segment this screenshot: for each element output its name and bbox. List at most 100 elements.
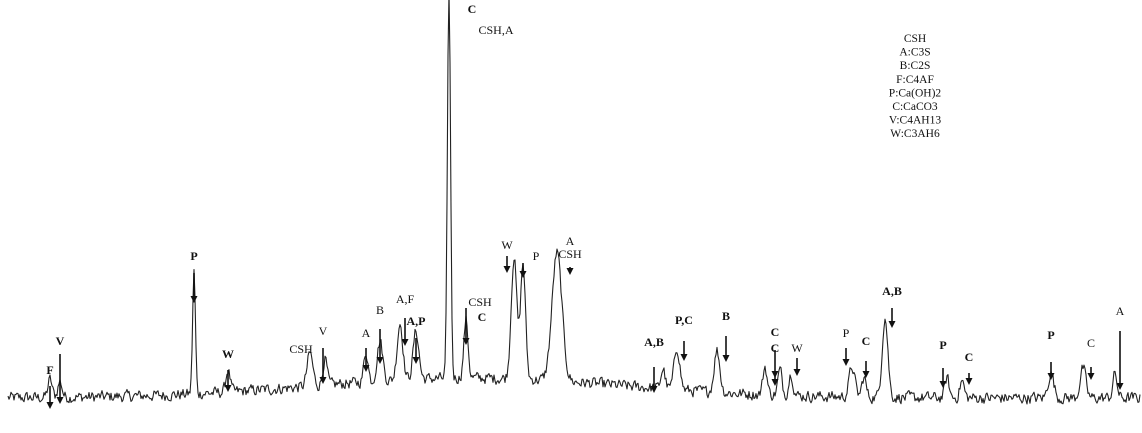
- peak-label: B: [722, 309, 730, 323]
- annotation-arrow-head: [1047, 373, 1055, 380]
- peak-annotation: C: [771, 341, 780, 386]
- peak-label: P: [533, 249, 540, 263]
- annotation-arrow-head: [862, 371, 870, 378]
- peak-annotation: P: [190, 249, 198, 303]
- peak-label: CSH,A: [478, 23, 513, 37]
- peak-annotation: P: [533, 249, 540, 263]
- peak-annotation: A,B: [644, 335, 664, 393]
- annotation-arrow-head: [566, 268, 574, 275]
- peak-label: A,F: [396, 292, 415, 306]
- legend-entry: V:C4AH13: [889, 115, 941, 127]
- peak-annotation: P,C: [675, 313, 693, 361]
- peak-annotation: V: [319, 324, 328, 384]
- legend-entry: CSH: [904, 33, 926, 45]
- peak-annotation: A,F: [396, 292, 415, 346]
- peak-annotation: [462, 308, 470, 345]
- annotation-arrow-head: [650, 386, 658, 393]
- peak-label: C: [965, 350, 974, 364]
- diffraction-trace: [7, 0, 1141, 405]
- peak-annotation: B: [722, 309, 730, 362]
- peak-annotation: C: [478, 310, 487, 324]
- peak-annotation: P: [1047, 328, 1055, 380]
- peak-label: V: [319, 324, 328, 338]
- legend-entry: F:C4AF: [896, 74, 934, 86]
- peak-annotation: A,P: [407, 314, 426, 364]
- peak-label: A: [362, 326, 371, 340]
- annotation-arrow-head: [793, 369, 801, 376]
- peak-label: A: [1116, 304, 1125, 318]
- peak-annotation: V: [56, 334, 65, 404]
- peak-annotation: P: [939, 338, 947, 388]
- peak-label: P: [190, 249, 197, 263]
- peak-annotation: W: [791, 341, 803, 376]
- peak-label: W: [791, 341, 803, 355]
- peak-label: V: [56, 334, 65, 348]
- annotation-arrow-head: [401, 339, 409, 346]
- annotation-arrow-head: [56, 397, 64, 404]
- annotation-arrow-head: [519, 271, 527, 278]
- legend-entry: P:Ca(OH)2: [889, 87, 942, 99]
- annotation-arrow-head: [46, 402, 54, 409]
- peak-label: P: [939, 338, 946, 352]
- legend-entry: B:C2S: [900, 60, 931, 72]
- annotation-arrow-head: [376, 357, 384, 364]
- annotation-arrow-head: [680, 354, 688, 361]
- peak-annotation: CSH,A: [478, 23, 513, 37]
- peak-label: CSH: [558, 247, 582, 261]
- peak-annotation: CSH: [558, 247, 582, 275]
- peak-label: F: [46, 363, 53, 377]
- annotation-arrow-head: [965, 378, 973, 385]
- peak-label: C: [862, 334, 871, 348]
- peak-annotation: CSH: [468, 295, 492, 309]
- peak-label: CSH: [289, 342, 313, 356]
- peak-label: C: [468, 2, 477, 16]
- annotation-arrow-head: [842, 359, 850, 366]
- annotation-arrow-head: [1116, 383, 1124, 390]
- peak-annotation: A: [362, 326, 371, 372]
- peak-label: A: [566, 234, 575, 248]
- annotation-arrow-head: [503, 266, 511, 273]
- peak-annotation: C: [862, 334, 871, 378]
- peak-annotation: [519, 263, 527, 278]
- peak-annotation: W: [501, 238, 513, 273]
- annotation-arrow-head: [722, 355, 730, 362]
- annotation-arrow-head: [362, 365, 370, 372]
- peak-label: P,C: [675, 313, 693, 327]
- annotation-arrow-head: [412, 357, 420, 364]
- peak-label: A,B: [644, 335, 664, 349]
- peak-annotation: C: [468, 2, 477, 16]
- legend-entry: A:C3S: [899, 47, 930, 59]
- legend-entry: W:C3AH6: [890, 128, 940, 140]
- annotation-arrow-head: [939, 381, 947, 388]
- legend-entry: C:CaCO3: [892, 101, 938, 113]
- peak-annotation: W: [222, 347, 234, 392]
- peak-annotation: CSH: [289, 342, 313, 356]
- annotation-arrow-head: [462, 338, 470, 345]
- peak-label: A,P: [407, 314, 426, 328]
- peak-annotation: A: [1116, 304, 1125, 390]
- peak-annotation: C: [965, 350, 974, 385]
- peak-annotation: C: [1087, 336, 1095, 380]
- peak-label: C: [478, 310, 487, 324]
- annotation-arrow-head: [224, 385, 232, 392]
- peak-label: P: [1047, 328, 1054, 342]
- peak-label: C: [771, 341, 780, 355]
- peak-annotation: A: [566, 234, 575, 248]
- peak-label: C: [1087, 336, 1095, 350]
- annotation-arrow-head: [771, 379, 779, 386]
- peak-annotation: P: [842, 326, 850, 366]
- peak-label: P: [843, 326, 850, 340]
- annotation-arrow-head: [319, 377, 327, 384]
- peak-label: C: [771, 325, 780, 339]
- peak-annotation: A,B: [882, 284, 902, 328]
- annotation-arrow-head: [190, 296, 198, 303]
- peak-label: W: [501, 238, 513, 252]
- annotation-arrow-head: [1087, 373, 1095, 380]
- peak-label: B: [376, 303, 384, 317]
- annotation-arrow-head: [888, 321, 896, 328]
- peak-label: CSH: [468, 295, 492, 309]
- peak-annotation: B: [376, 303, 384, 364]
